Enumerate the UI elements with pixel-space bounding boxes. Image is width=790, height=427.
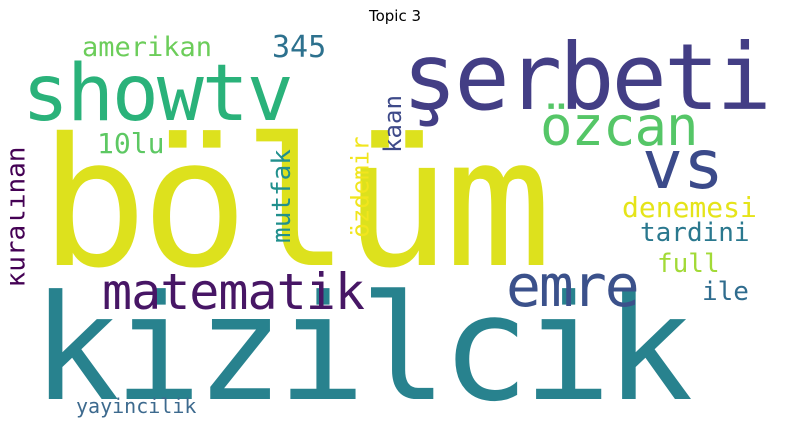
word-ozdemir: özdemir [346, 136, 375, 238]
word-amerikan: amerikan [82, 32, 213, 63]
word-cloud: bölüm kizilcik şerbeti showtv vs özcan m… [10, 30, 780, 423]
word-mutfak: mutfak [266, 149, 297, 243]
word-yayincilik: yayincilik [76, 394, 197, 418]
word-emre: emre [506, 252, 640, 320]
word-matematik: matematik [102, 263, 365, 321]
word-vs: vs [642, 126, 724, 205]
word-bolum: bölüm [40, 100, 552, 307]
word-kuralinan: kuralinan [10, 146, 32, 288]
word-full: full [657, 249, 720, 279]
word-serbeti: şerbeti [402, 30, 772, 131]
word-10lu: 10lu [97, 127, 165, 160]
word-ile: ile [702, 277, 749, 307]
word-ozcan: özcan [540, 95, 699, 158]
word-kaan: kaan [378, 95, 407, 153]
word-denemesi: denemesi [622, 191, 757, 224]
word-showtv: showtv [22, 49, 294, 139]
chart-title: Topic 3 [368, 7, 422, 25]
word-345: 345 [272, 30, 327, 65]
word-tardini: tardini [640, 218, 750, 248]
word-kizilcik: kizilcik [32, 264, 693, 422]
